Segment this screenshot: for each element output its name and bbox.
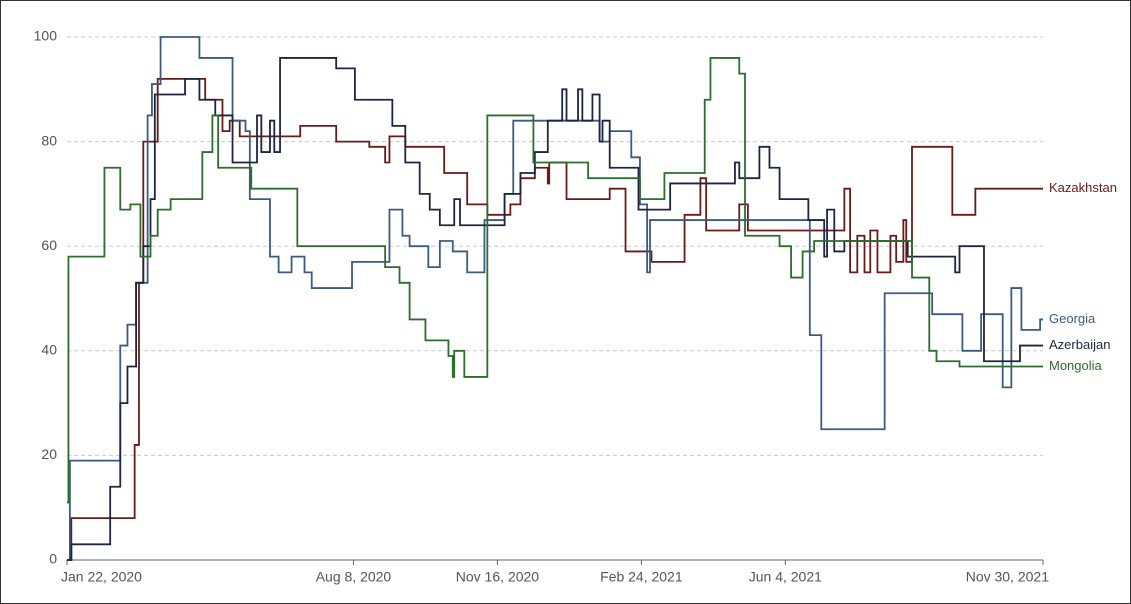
x-tick-label: Nov 30, 2021	[966, 569, 1049, 585]
series-label: Mongolia	[1049, 358, 1103, 373]
y-tick-label: 20	[41, 446, 57, 462]
series-line	[67, 77, 1043, 561]
x-tick-label: Jan 22, 2020	[61, 569, 142, 585]
series-line	[67, 57, 1043, 561]
x-tick-label: Feb 24, 2021	[600, 569, 683, 585]
series-line	[67, 36, 1043, 561]
x-tick-label: Jun 4, 2021	[749, 569, 822, 585]
series-label: Kazakhstan	[1049, 180, 1117, 195]
x-tick-label: Nov 16, 2020	[456, 569, 539, 585]
series-line	[67, 57, 1043, 504]
y-tick-label: 80	[41, 132, 57, 148]
y-tick-label: 100	[34, 28, 58, 44]
y-tick-label: 40	[41, 342, 57, 358]
y-tick-label: 0	[49, 551, 57, 567]
x-tick-label: Aug 8, 2020	[316, 569, 392, 585]
y-tick-label: 60	[41, 237, 57, 253]
series-label: Azerbaijan	[1049, 337, 1110, 352]
series-label: Georgia	[1049, 311, 1096, 326]
